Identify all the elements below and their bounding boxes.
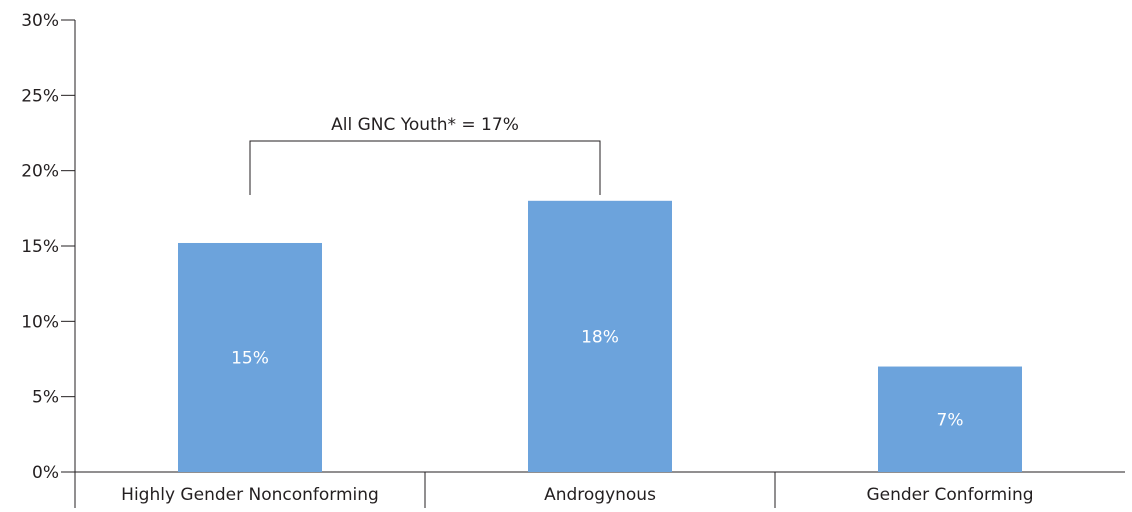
y-tick-label: 0%: [32, 463, 59, 483]
group-bracket: [249, 140, 601, 195]
y-axis: 0% 5% 10% 15% 20% 25% 30%: [21, 11, 76, 483]
bar-value-label: 7%: [937, 410, 964, 430]
group-bracket-annotation: All GNC Youth* = 17%: [249, 115, 601, 195]
bar: [178, 242, 322, 472]
x-axis: Highly Gender Nonconforming Androgynous Ge…: [61, 471, 1125, 508]
y-tick-label: 10%: [21, 312, 59, 332]
x-category-label: Gender Conforming: [866, 485, 1033, 505]
y-tick-label: 15%: [21, 237, 59, 257]
bar-value-label: 15%: [231, 348, 269, 368]
bar: [528, 200, 672, 473]
group-bracket-label: All GNC Youth* = 17%: [331, 115, 519, 135]
bar: [878, 366, 1022, 472]
x-category-label: Highly Gender Nonconforming: [121, 485, 379, 505]
y-tick-label: 5%: [32, 388, 59, 408]
bars: 15% 18% 7%: [178, 200, 1022, 473]
y-tick-label: 30%: [21, 11, 59, 31]
x-category-label: Androgynous: [544, 485, 656, 505]
y-tick-label: 20%: [21, 162, 59, 182]
bar-value-label: 18%: [581, 327, 619, 347]
y-tick-label: 25%: [21, 86, 59, 106]
